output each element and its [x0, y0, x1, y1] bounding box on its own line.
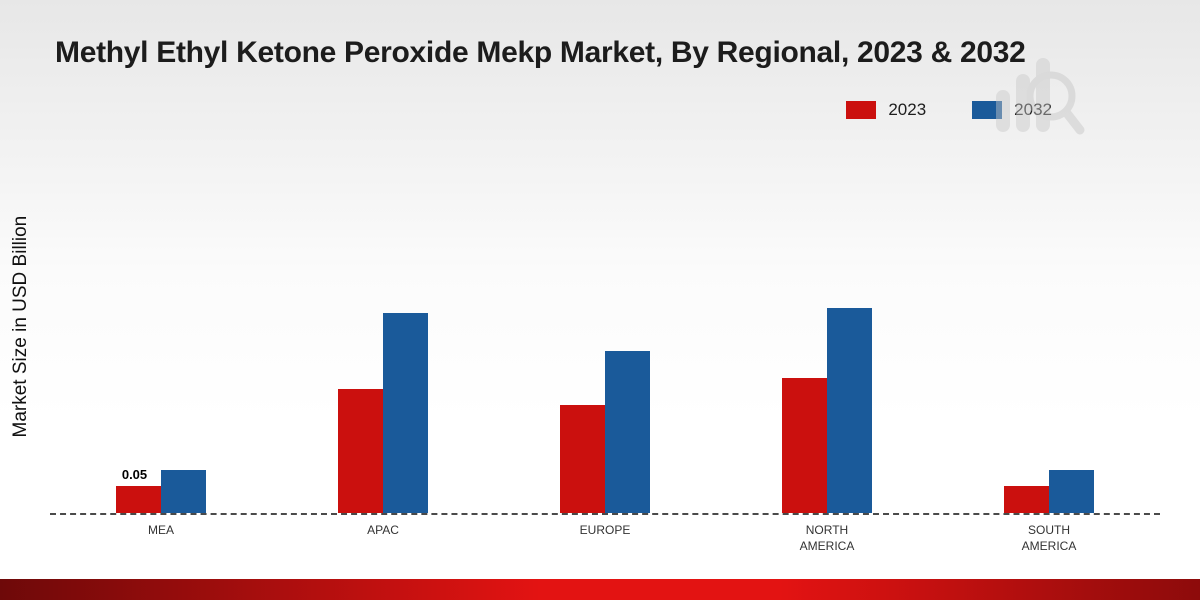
legend-label-2032: 2032	[1014, 100, 1052, 119]
bar-group-europe	[560, 351, 650, 513]
category-label-apac: APAC	[367, 523, 399, 537]
legend-swatch-2023	[846, 101, 877, 119]
bar-value-label-mea: 0.05	[121, 467, 148, 482]
bar-2023-mea	[116, 486, 161, 513]
legend-label-2023: 2023	[888, 100, 927, 119]
category-label-south-america: SOUTH AMERICA	[1021, 523, 1077, 554]
bar-2032-apac	[383, 313, 428, 513]
category-label-mea: MEA	[147, 523, 174, 537]
page-title: Methyl Ethyl Ketone Peroxide Mekp Market…	[55, 36, 1026, 69]
category-label-europe: EUROPE	[579, 523, 631, 537]
y-axis-label: Market Size in USD Billion	[10, 215, 31, 438]
bar-group-north-america	[782, 308, 872, 513]
bar-2023-europe	[560, 405, 605, 513]
bar-2023-south-america	[1004, 486, 1049, 513]
bar-group-apac	[338, 313, 428, 513]
footer-accent-bar	[0, 579, 1200, 600]
bar-group-mea	[116, 470, 206, 513]
category-label-north-america: NORTH AMERICA	[799, 523, 855, 554]
legend-item-2032: 2032	[972, 100, 1052, 120]
bar-2032-mea	[161, 470, 206, 513]
bar-group-south-america	[1004, 470, 1094, 513]
bar-chart-magnifier-logo-icon	[996, 58, 1085, 135]
bar-2032-north-america	[827, 308, 872, 513]
bar-2023-north-america	[782, 378, 827, 513]
bar-2032-europe	[605, 351, 650, 513]
legend: 2023 2032	[846, 100, 1052, 120]
bar-2032-south-america	[1049, 470, 1094, 513]
legend-swatch-2032	[972, 101, 1003, 119]
legend-item-2023: 2023	[846, 100, 926, 120]
plot-area: MEA APAC EUROPE NORTH AMERICA SOUTH AMERICA 0…	[50, 150, 1160, 553]
bar-2023-apac	[338, 389, 383, 513]
